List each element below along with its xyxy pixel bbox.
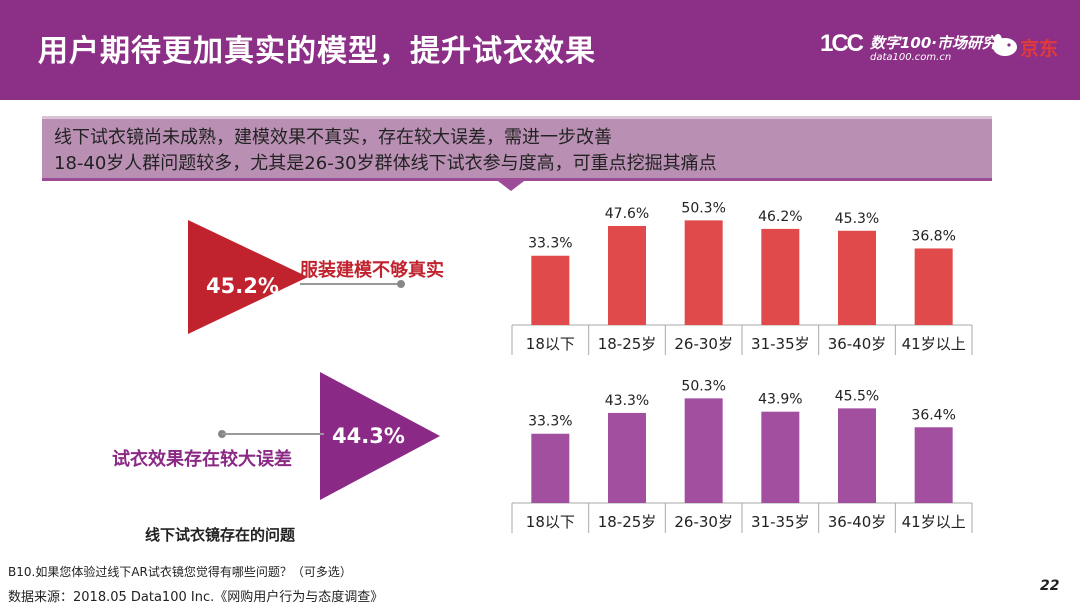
bar-41岁以上 [914, 248, 953, 325]
bar-value-label: 43.3% [605, 393, 649, 409]
jd-dog-icon [993, 34, 1017, 56]
page-title: 用户期待更加真实的模型，提升试衣效果 [38, 34, 596, 69]
issue-1-triangle [188, 220, 308, 334]
category-label: 26-30岁 [674, 513, 733, 531]
category-label: 36-40岁 [828, 335, 887, 353]
summary-line-1: 线下试衣镜尚未成熟，建模效果不真实，存在较大误差，需进一步改善 [54, 127, 612, 148]
bar-18以下 [531, 433, 570, 503]
bar-value-label: 47.6% [605, 206, 649, 222]
bar-26-30岁 [684, 220, 723, 325]
bar-36-40岁 [838, 230, 876, 325]
data-source: 数据来源：2018.05 Data100 Inc.《网购用户行为与态度调查》 [8, 590, 384, 605]
survey-question: B10.如果您体验过线下AR试衣镜您觉得有哪些问题？（可多选） [8, 565, 352, 579]
issue-2-label: 试衣效果存在较大误差 [112, 449, 292, 470]
issue-1-connector-dot [397, 280, 405, 288]
callout-pointer [494, 178, 528, 191]
category-label: 18以下 [526, 513, 575, 531]
issue-2-percentage: 44.3% [332, 424, 405, 448]
bar-41岁以上 [914, 427, 953, 503]
bar-value-label: 33.3% [528, 414, 572, 430]
issue-2-triangle [320, 372, 440, 500]
bar-value-label: 36.8% [911, 228, 955, 244]
issue-2-connector [222, 433, 324, 435]
data100-logo: 1CC [820, 30, 864, 57]
issue-1-percentage: 45.2% [206, 274, 279, 298]
bar-value-label: 36.4% [911, 407, 955, 423]
summary-line-2: 18-40岁人群问题较多，尤其是26-30岁群体线下试衣参与度高，可重点挖掘其痛… [54, 153, 717, 174]
bar-26-30岁 [684, 398, 723, 503]
bar-value-label: 50.3% [681, 200, 725, 216]
chart-naive-modeling: 33.3% 18以下 47.6% 18-25岁 50.3% 26-30岁 46.2% 31-3… [511, 200, 973, 355]
category-label: 18-25岁 [598, 513, 657, 531]
bar-18-25岁 [608, 412, 646, 503]
chart-fitting-error: 33.3% 18以下 43.3% 18-25岁 50.3% 26-30岁 43.9% 31-3… [511, 378, 973, 533]
bar-18-25岁 [608, 225, 646, 325]
bar-value-label: 45.3% [835, 211, 879, 227]
header-bar: 用户期待更加真实的模型，提升试衣效果 1CC 数字100·市场研究 data10… [0, 0, 1080, 100]
chart-caption: 线下试衣镜存在的问题 [145, 526, 296, 544]
category-label: 26-30岁 [674, 335, 733, 353]
bar-value-label: 33.3% [528, 236, 572, 252]
category-label: 18-25岁 [598, 335, 657, 353]
issue-1-connector [300, 283, 400, 285]
summary-callout: 线下试衣镜尚未成熟，建模效果不真实，存在较大误差，需进一步改善 18-40岁人群… [42, 116, 992, 181]
page-number: 22 [1040, 578, 1060, 594]
issue-1-label: 服装建模不够真实 [300, 260, 444, 281]
category-label: 31-35岁 [751, 513, 810, 531]
bar-value-label: 50.3% [681, 378, 725, 394]
jd-logo: 京东 [1020, 38, 1059, 60]
category-label: 18以下 [526, 335, 575, 353]
data100-logo-text: 数字100·市场研究 [870, 34, 998, 52]
bar-value-label: 46.2% [758, 209, 802, 225]
category-label: 41岁以上 [902, 335, 966, 353]
bar-18以下 [531, 255, 570, 325]
brand-logo-area: 1CC 数字100·市场研究 data100.com.cn 京东 [820, 30, 1080, 70]
bar-value-label: 43.9% [758, 392, 802, 408]
bar-31-35岁 [761, 228, 800, 325]
category-label: 36-40岁 [828, 513, 887, 531]
bar-36-40岁 [838, 408, 876, 503]
category-label: 31-35岁 [751, 335, 810, 353]
data100-logo-url: data100.com.cn [870, 52, 952, 63]
bar-value-label: 45.5% [835, 388, 879, 404]
category-label: 41岁以上 [902, 513, 966, 531]
bar-31-35岁 [761, 411, 800, 503]
